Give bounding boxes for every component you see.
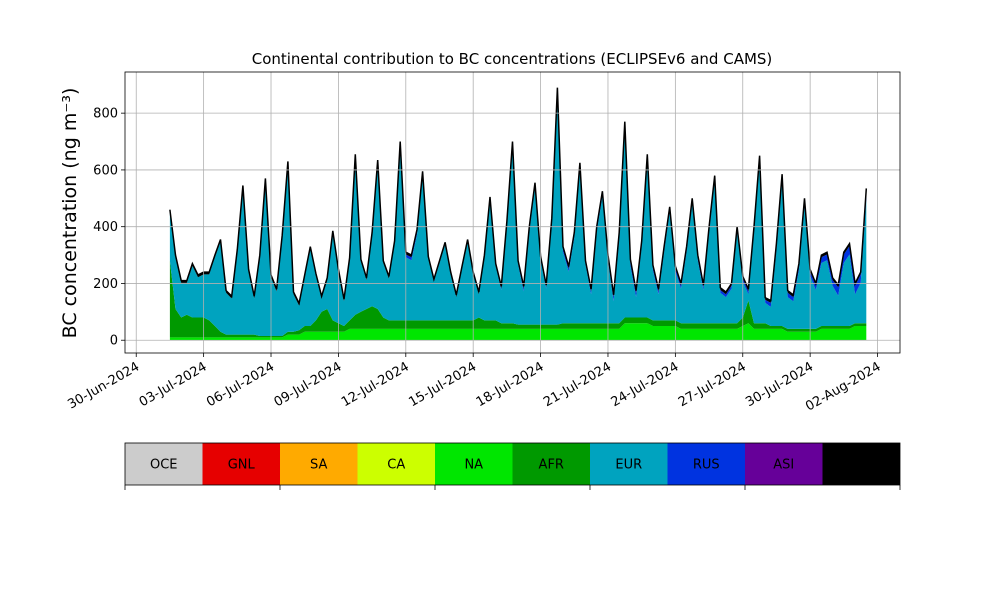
x-tick-label: 27-Jul-2024 xyxy=(676,359,749,410)
y-tick-label: 200 xyxy=(93,277,118,292)
x-tick-label: 12-Jul-2024 xyxy=(339,359,412,410)
x-tick-label: 24-Jul-2024 xyxy=(609,359,682,410)
legend-swatch-oce xyxy=(125,443,203,485)
legend: OCE GNL SA CA NA AFR EUR RUS ASI AUS xyxy=(124,442,901,490)
legend-frame xyxy=(124,442,901,486)
legend-label-afr: AFR xyxy=(539,458,564,473)
legend-swatch-rus xyxy=(667,443,745,485)
plot-area: 0 200 400 600 800 30-Jun-202403-Jul-202406-Ju… xyxy=(65,71,901,415)
y-tick-label: 400 xyxy=(93,220,118,235)
legend-swatch-sa xyxy=(280,443,358,485)
y-axis-label: BC concentration (ng m⁻³) xyxy=(59,88,81,339)
x-tick-label: 03-Jul-2024 xyxy=(137,359,210,410)
legend-label-aus: AUS xyxy=(848,458,875,473)
legend-swatch-ca xyxy=(357,443,435,485)
x-tick-label: 15-Jul-2024 xyxy=(406,359,479,410)
y-tick-label: 600 xyxy=(93,163,118,178)
legend-swatch-na xyxy=(435,443,513,485)
area-series-na xyxy=(169,323,867,341)
legend-swatch-asi xyxy=(745,443,823,485)
legend-swatch-eur xyxy=(590,443,668,485)
legend-label-rus: RUS xyxy=(693,458,720,473)
legend-swatch-afr xyxy=(512,443,590,485)
x-tick-label: 18-Jul-2024 xyxy=(474,359,547,410)
legend-label-gnl: GNL xyxy=(228,458,256,473)
y-tick-label: 0 xyxy=(110,334,118,349)
legend-label-asi: ASI xyxy=(773,458,794,473)
legend-label-sa: SA xyxy=(310,458,327,473)
x-tick-label: 02-Aug-2024 xyxy=(803,359,883,414)
legend-label-oce: OCE xyxy=(150,458,178,473)
x-tick-label: 30-Jun-2024 xyxy=(65,359,142,412)
chart-title: Continental contribution to BC concentra… xyxy=(252,50,773,68)
area-series-eur xyxy=(169,91,867,336)
legend-label-ca: CA xyxy=(387,458,405,473)
area-series-afr xyxy=(169,260,867,338)
legend-swatch-aus xyxy=(822,443,900,485)
total-outline xyxy=(169,87,868,306)
x-tick-label: 06-Jul-2024 xyxy=(204,359,277,410)
legend-label-na: NA xyxy=(464,458,483,473)
legend-label-eur: EUR xyxy=(615,458,642,473)
x-tick-label: 09-Jul-2024 xyxy=(272,359,345,410)
plot-frame xyxy=(124,71,901,354)
y-tick-label: 800 xyxy=(93,107,118,122)
legend-swatch-gnl xyxy=(202,443,280,485)
x-tick-label: 21-Jul-2024 xyxy=(541,359,614,410)
